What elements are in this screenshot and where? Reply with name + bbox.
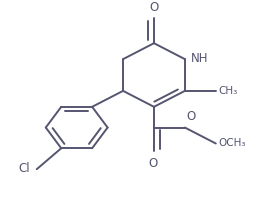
Text: O: O <box>186 110 196 123</box>
Text: OCH₃: OCH₃ <box>218 138 246 149</box>
Text: O: O <box>149 1 159 14</box>
Text: NH: NH <box>191 52 209 65</box>
Text: CH₃: CH₃ <box>218 86 238 96</box>
Text: O: O <box>148 157 157 170</box>
Text: Cl: Cl <box>19 162 30 175</box>
